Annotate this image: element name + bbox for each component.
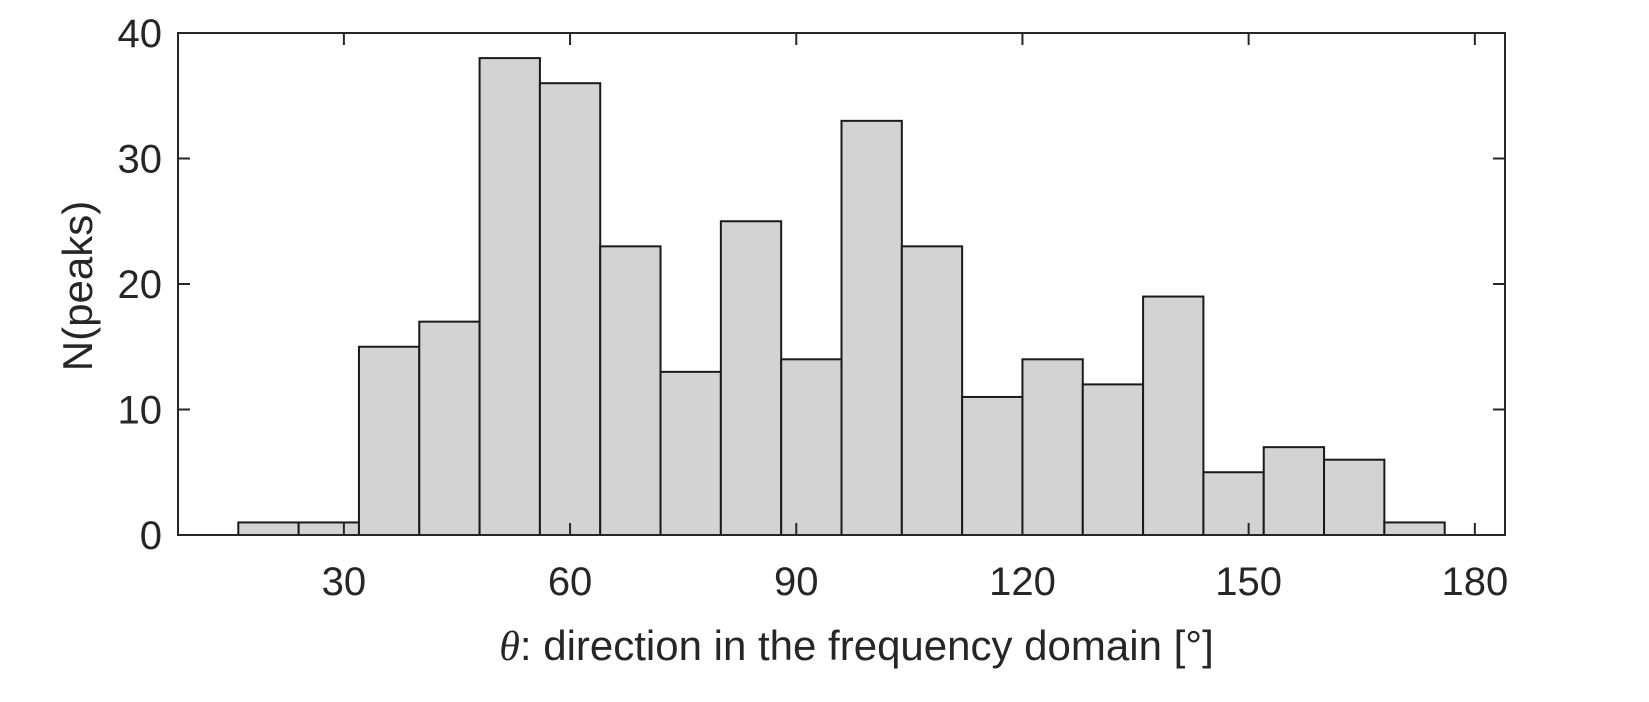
- histogram-bar: [357, 345, 421, 536]
- y-tick-label: 20: [118, 263, 163, 307]
- histogram-bar: [599, 245, 662, 536]
- histogram-bar: [297, 521, 360, 537]
- histogram-bar: [418, 320, 481, 536]
- y-tick-label: 10: [118, 389, 163, 433]
- y-tick-label: 40: [118, 12, 163, 56]
- histogram-bar: [1262, 446, 1326, 536]
- histogram-bar: [900, 245, 964, 536]
- histogram-bar: [1202, 471, 1265, 536]
- histogram-bar: [237, 521, 300, 537]
- histogram-bar: [1383, 521, 1446, 537]
- histogram-bar: [538, 82, 602, 536]
- histogram-bar: [659, 370, 722, 536]
- y-tick-label: 0: [140, 514, 162, 558]
- x-tick-label: 150: [1215, 560, 1282, 604]
- x-tick-label: 90: [774, 560, 819, 604]
- x-axis-label-text: : direction in the frequency domain [°]: [520, 622, 1214, 669]
- histogram-bar: [961, 395, 1024, 537]
- histogram-bar: [780, 358, 843, 536]
- x-axis-label-symbol: θ: [499, 624, 520, 670]
- x-axis-label: θ: direction in the frequency domain [°]: [499, 622, 1213, 670]
- bars-group: [237, 57, 1446, 537]
- histogram-bar: [840, 119, 903, 536]
- ticks-group: 30 60 90 120 150 180 0 10 20 30 40: [118, 12, 1509, 604]
- x-tick-label: 30: [322, 560, 367, 604]
- y-axis-label: N(peaks): [54, 201, 101, 371]
- histogram-bar: [478, 57, 541, 536]
- x-tick-label: 180: [1441, 560, 1508, 604]
- x-tick-label: 120: [989, 560, 1056, 604]
- histogram-bar: [1142, 295, 1205, 536]
- y-tick-label: 30: [118, 138, 163, 182]
- histogram-bar: [1021, 358, 1084, 536]
- histogram-bar: [1081, 383, 1145, 536]
- histogram-bar: [719, 220, 783, 536]
- histogram-bar: [1323, 458, 1386, 537]
- x-tick-label: 60: [548, 560, 593, 604]
